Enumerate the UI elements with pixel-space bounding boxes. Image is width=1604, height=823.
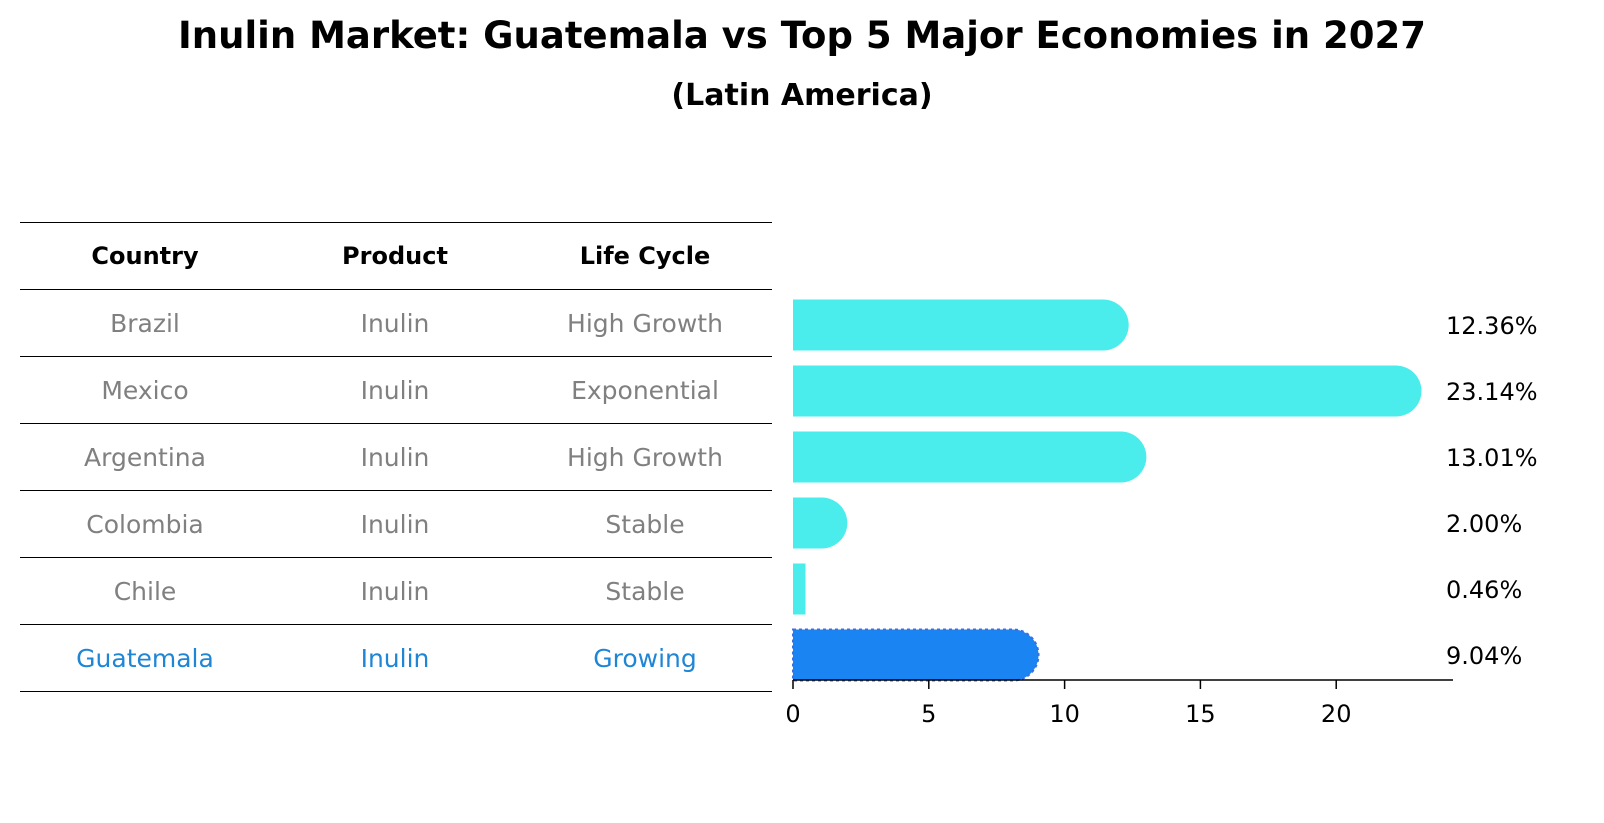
table-header-row: Country Product Life Cycle [20, 222, 772, 289]
bar-brazil [793, 299, 1129, 351]
x-tick-label: 15 [1185, 700, 1216, 728]
cell-product: Inulin [360, 576, 430, 606]
table-row: Chile Inulin Stable [20, 557, 772, 624]
cell-product: Inulin [360, 442, 430, 472]
bar-guatemala [792, 628, 1040, 682]
cell-country: Argentina [84, 442, 206, 472]
data-label: 23.14% [1446, 378, 1538, 406]
data-label: 0.46% [1446, 576, 1522, 604]
cell-life-cycle: Exponential [571, 375, 719, 405]
table-row: Argentina Inulin High Growth [20, 423, 772, 490]
cell-product: Inulin [360, 643, 430, 673]
cell-country: Colombia [86, 509, 204, 539]
cell-product: Inulin [360, 509, 430, 539]
table-row: Colombia Inulin Stable [20, 490, 772, 557]
data-table: Country Product Life Cycle Brazil Inulin… [20, 222, 772, 692]
data-label: 9.04% [1446, 642, 1522, 670]
table-row: Brazil Inulin High Growth [20, 289, 772, 356]
bar-chile [793, 563, 806, 615]
table-row-highlight: Guatemala Inulin Growing [20, 624, 772, 692]
bar-shape [792, 628, 1040, 682]
cell-life-cycle: Stable [605, 576, 685, 606]
bar-argentina [793, 431, 1147, 483]
cell-life-cycle: Stable [605, 509, 685, 539]
bar-shape [793, 299, 1129, 351]
x-tick-label: 10 [1049, 700, 1080, 728]
bar-chart: 12.36% 23.14% 13.01% 2.00% 0.46% 9.04% 0 5 10 15 2… [785, 299, 1538, 728]
cell-product: Inulin [360, 375, 430, 405]
bar-shape [793, 365, 1422, 417]
chart-title: Inulin Market: Guatemala vs Top 5 Major … [178, 14, 1426, 57]
cell-life-cycle: High Growth [567, 442, 723, 472]
header-life-cycle: Life Cycle [579, 242, 711, 270]
data-label: 13.01% [1446, 444, 1538, 472]
cell-country: Guatemala [76, 643, 214, 673]
cell-country: Brazil [110, 308, 180, 338]
cell-life-cycle: High Growth [567, 308, 723, 338]
x-tick-label: 0 [785, 700, 800, 728]
x-tick-label: 5 [921, 700, 936, 728]
header-product: Product [342, 242, 448, 270]
header-country: Country [91, 242, 199, 270]
chart-subtitle: (Latin America) [671, 78, 933, 113]
cell-product: Inulin [360, 308, 430, 338]
data-label: 2.00% [1446, 510, 1522, 538]
table-row: Mexico Inulin Exponential [20, 356, 772, 423]
cell-country: Chile [113, 576, 177, 606]
bar-shape [793, 497, 848, 549]
bar-shape [793, 563, 806, 615]
bar-mexico [793, 365, 1422, 417]
cell-country: Mexico [101, 375, 189, 405]
x-tick-label: 20 [1321, 700, 1352, 728]
cell-life-cycle: Growing [593, 643, 697, 673]
data-label: 12.36% [1446, 312, 1538, 340]
bar-shape [793, 431, 1147, 483]
bar-colombia [793, 497, 848, 549]
